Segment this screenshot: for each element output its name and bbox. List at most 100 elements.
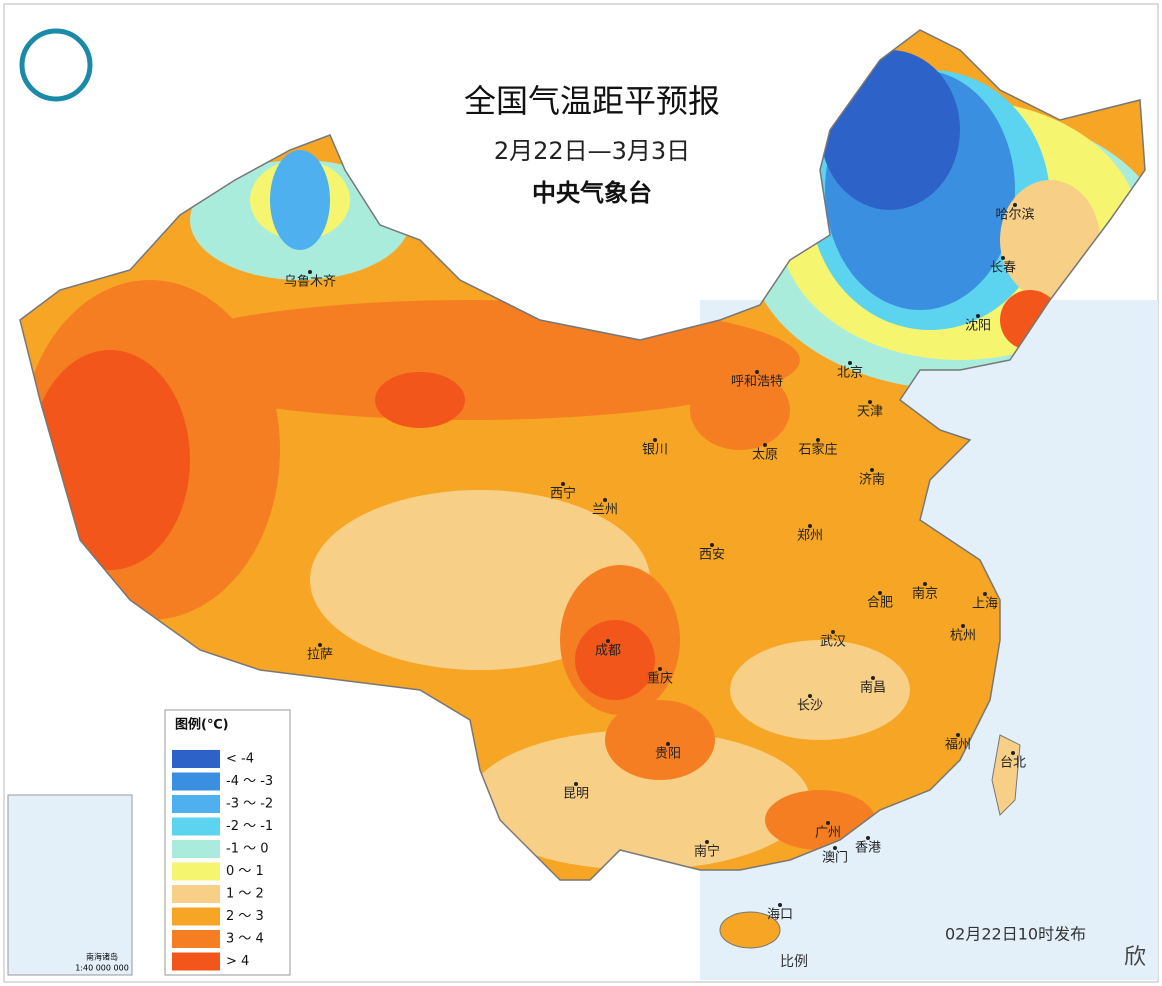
city-label: 哈尔滨	[995, 207, 1034, 223]
city-label: 合肥	[867, 596, 893, 611]
city-label: 石家庄	[798, 442, 837, 458]
city-label: 天津	[857, 405, 883, 420]
legend-label: 0 ～ 1	[226, 864, 264, 879]
city-dot	[755, 370, 759, 374]
city-dot	[878, 591, 882, 595]
hainan	[719, 911, 781, 949]
legend-swatch	[172, 750, 220, 768]
city-label: 郑州	[797, 529, 823, 544]
city-dot	[574, 782, 578, 786]
city-dot	[710, 543, 714, 547]
city-label: 香港	[855, 841, 881, 856]
city-dot	[561, 482, 565, 486]
city-dot	[666, 742, 670, 746]
city-label: 长春	[990, 261, 1016, 276]
legend-label: > 4	[226, 954, 249, 969]
city-label: 南宁	[694, 844, 720, 860]
watermark: 欣	[1124, 945, 1146, 970]
legend-swatch	[172, 817, 220, 836]
city-label: 南昌	[860, 680, 886, 696]
city-dot	[606, 639, 610, 643]
inset	[7, 794, 133, 976]
inset-scale: 1:40 000 000	[75, 964, 129, 973]
city-label: 沈阳	[965, 319, 991, 334]
city-dot	[870, 468, 874, 472]
city-dot	[808, 524, 812, 528]
legend-title: 图例(℃)	[175, 717, 229, 733]
legend-swatch	[172, 795, 220, 813]
city-dot	[318, 643, 322, 647]
city-dot	[808, 694, 812, 698]
city-label: 澳门	[822, 850, 848, 866]
legend-swatch	[172, 907, 220, 926]
city-dot	[778, 903, 782, 907]
scale-label: 比例	[780, 954, 808, 970]
city-dot	[983, 592, 987, 596]
city-dot	[831, 630, 835, 634]
city-label: 海口	[767, 908, 793, 923]
city-dot	[653, 438, 657, 442]
date: 2月22日—3月3日	[494, 137, 690, 165]
legend-swatch	[172, 952, 220, 971]
city-dot	[868, 400, 872, 404]
city-label: 南京	[912, 586, 938, 602]
city-label: 成都	[595, 644, 621, 659]
city-dot	[1011, 751, 1015, 755]
city-label: 太原	[752, 448, 778, 463]
city-label: 呼和浩特	[731, 375, 783, 390]
legend-label: -3 ～ -2	[226, 797, 273, 812]
city-label: 北京	[837, 366, 863, 381]
city-label: 广州	[815, 826, 841, 841]
city-label: 济南	[859, 472, 885, 488]
city-dot	[976, 314, 980, 318]
city-dot	[826, 821, 830, 825]
city-label: 台北	[1000, 756, 1026, 771]
city-dot	[923, 582, 927, 586]
city-label: 重庆	[647, 671, 673, 687]
legend-label: < -4	[226, 752, 254, 767]
city-dot	[705, 840, 709, 844]
legend-swatch	[172, 930, 220, 948]
city-label: 武汉	[820, 635, 846, 650]
city-dot	[603, 498, 607, 502]
city-dot	[848, 361, 852, 365]
city-dot	[866, 836, 870, 840]
city-label: 昆明	[563, 787, 589, 802]
city-dot	[833, 846, 837, 850]
legend-label: -4 ～ -3	[226, 774, 273, 789]
legend-swatch	[172, 862, 220, 881]
city-label: 杭州	[950, 629, 976, 644]
city-label: 上海	[972, 597, 998, 612]
logo	[19, 28, 93, 102]
legend-label: 3 ～ 4	[226, 932, 264, 947]
city-dot	[763, 443, 767, 447]
legend: < -4 -4 ～ -3 -3 ～ -2 -2 ～ -1 -1 ～ 0 0 ～ 1 1 ～ …	[172, 750, 273, 971]
release-time: 02月22日10时发布	[945, 925, 1086, 944]
title: 全国气温距平预报	[464, 82, 720, 120]
city-label: 银川	[642, 443, 668, 458]
city-dot	[1001, 256, 1005, 260]
legend-label: 1 ～ 2	[226, 887, 264, 902]
legend-swatch	[172, 885, 220, 903]
legend-label: 2 ～ 3	[226, 909, 264, 924]
legend-label: -2 ～ -1	[226, 819, 273, 834]
city-label: 拉萨	[307, 648, 333, 663]
legend-swatch	[172, 840, 220, 858]
city-dot	[956, 733, 960, 737]
city-label: 乌鲁木齐	[284, 274, 336, 290]
city-label: 贵阳	[655, 747, 681, 762]
city-dot	[871, 676, 875, 680]
city-dot	[961, 624, 965, 628]
city-label: 兰州	[592, 503, 618, 518]
city-label: 西安	[699, 548, 725, 563]
legend-label: -1 ～ 0	[226, 842, 269, 857]
city-dot	[816, 438, 820, 442]
city-dot	[308, 270, 312, 274]
legend-swatch	[172, 772, 220, 791]
inset-label: 南海诸岛	[86, 952, 118, 962]
city-dot	[658, 667, 662, 671]
city-dot	[1013, 203, 1017, 207]
